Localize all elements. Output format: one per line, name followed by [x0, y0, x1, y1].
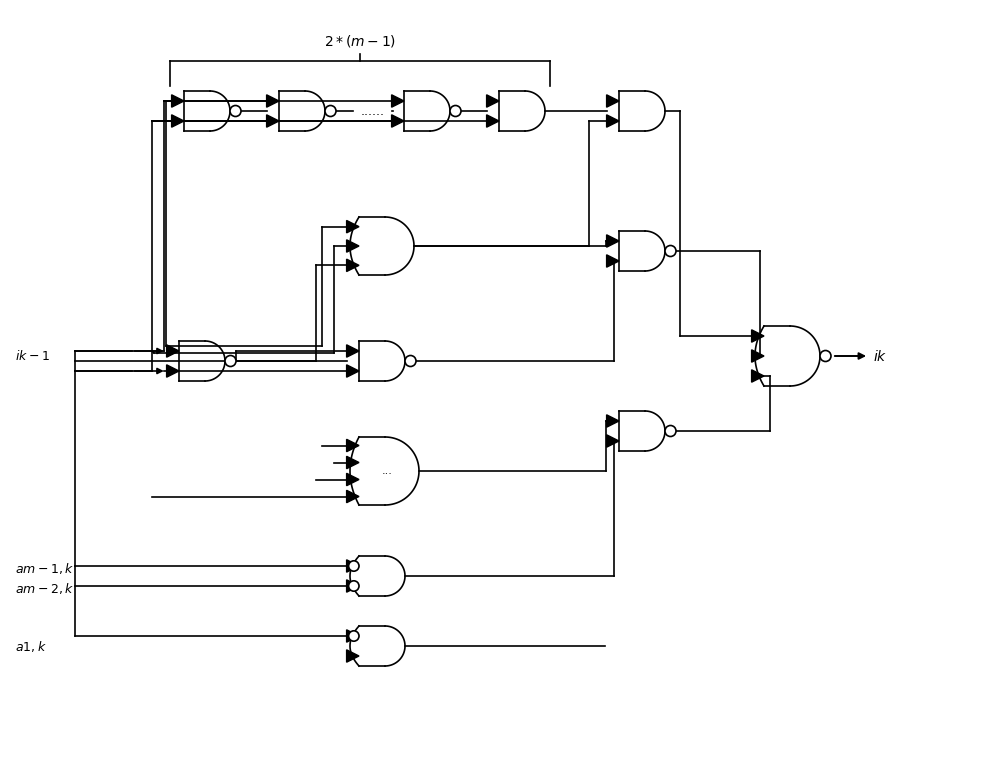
Polygon shape — [607, 255, 619, 267]
Polygon shape — [172, 115, 184, 127]
Text: ......: ...... — [360, 104, 384, 117]
Polygon shape — [267, 115, 279, 127]
Polygon shape — [347, 259, 359, 271]
Polygon shape — [607, 235, 619, 247]
Polygon shape — [347, 630, 359, 642]
Text: $am-1,k$: $am-1,k$ — [15, 561, 74, 577]
Polygon shape — [347, 345, 359, 357]
Text: $ik$: $ik$ — [873, 349, 887, 364]
Circle shape — [820, 351, 831, 362]
Polygon shape — [267, 95, 279, 107]
Circle shape — [405, 355, 416, 366]
Text: $am-2,k$: $am-2,k$ — [15, 581, 74, 595]
Polygon shape — [752, 330, 764, 342]
Polygon shape — [347, 650, 359, 662]
Circle shape — [225, 355, 236, 366]
Circle shape — [349, 630, 359, 641]
Polygon shape — [607, 95, 619, 107]
Polygon shape — [167, 365, 179, 377]
Polygon shape — [752, 370, 764, 382]
Polygon shape — [347, 240, 359, 252]
Text: $ik-1$: $ik-1$ — [15, 349, 50, 363]
Polygon shape — [392, 115, 404, 127]
Polygon shape — [347, 580, 359, 592]
Circle shape — [665, 245, 676, 257]
Polygon shape — [172, 95, 184, 107]
Polygon shape — [347, 365, 359, 377]
Circle shape — [230, 106, 241, 116]
Polygon shape — [607, 435, 619, 447]
Polygon shape — [347, 439, 359, 452]
Polygon shape — [167, 345, 179, 357]
Circle shape — [325, 106, 336, 116]
Text: ...: ... — [382, 466, 392, 476]
Polygon shape — [347, 221, 359, 233]
Circle shape — [349, 561, 359, 571]
Text: $a1,k$: $a1,k$ — [15, 639, 47, 653]
Polygon shape — [347, 560, 359, 572]
Circle shape — [349, 581, 359, 591]
Polygon shape — [347, 473, 359, 486]
Polygon shape — [487, 95, 499, 107]
Text: $2*(m-1)$: $2*(m-1)$ — [324, 33, 396, 49]
Polygon shape — [347, 490, 359, 502]
Circle shape — [665, 425, 676, 437]
Polygon shape — [752, 350, 764, 362]
Circle shape — [450, 106, 461, 116]
Polygon shape — [347, 457, 359, 469]
Polygon shape — [607, 115, 619, 127]
Polygon shape — [607, 415, 619, 427]
Polygon shape — [392, 95, 404, 107]
Polygon shape — [487, 115, 499, 127]
